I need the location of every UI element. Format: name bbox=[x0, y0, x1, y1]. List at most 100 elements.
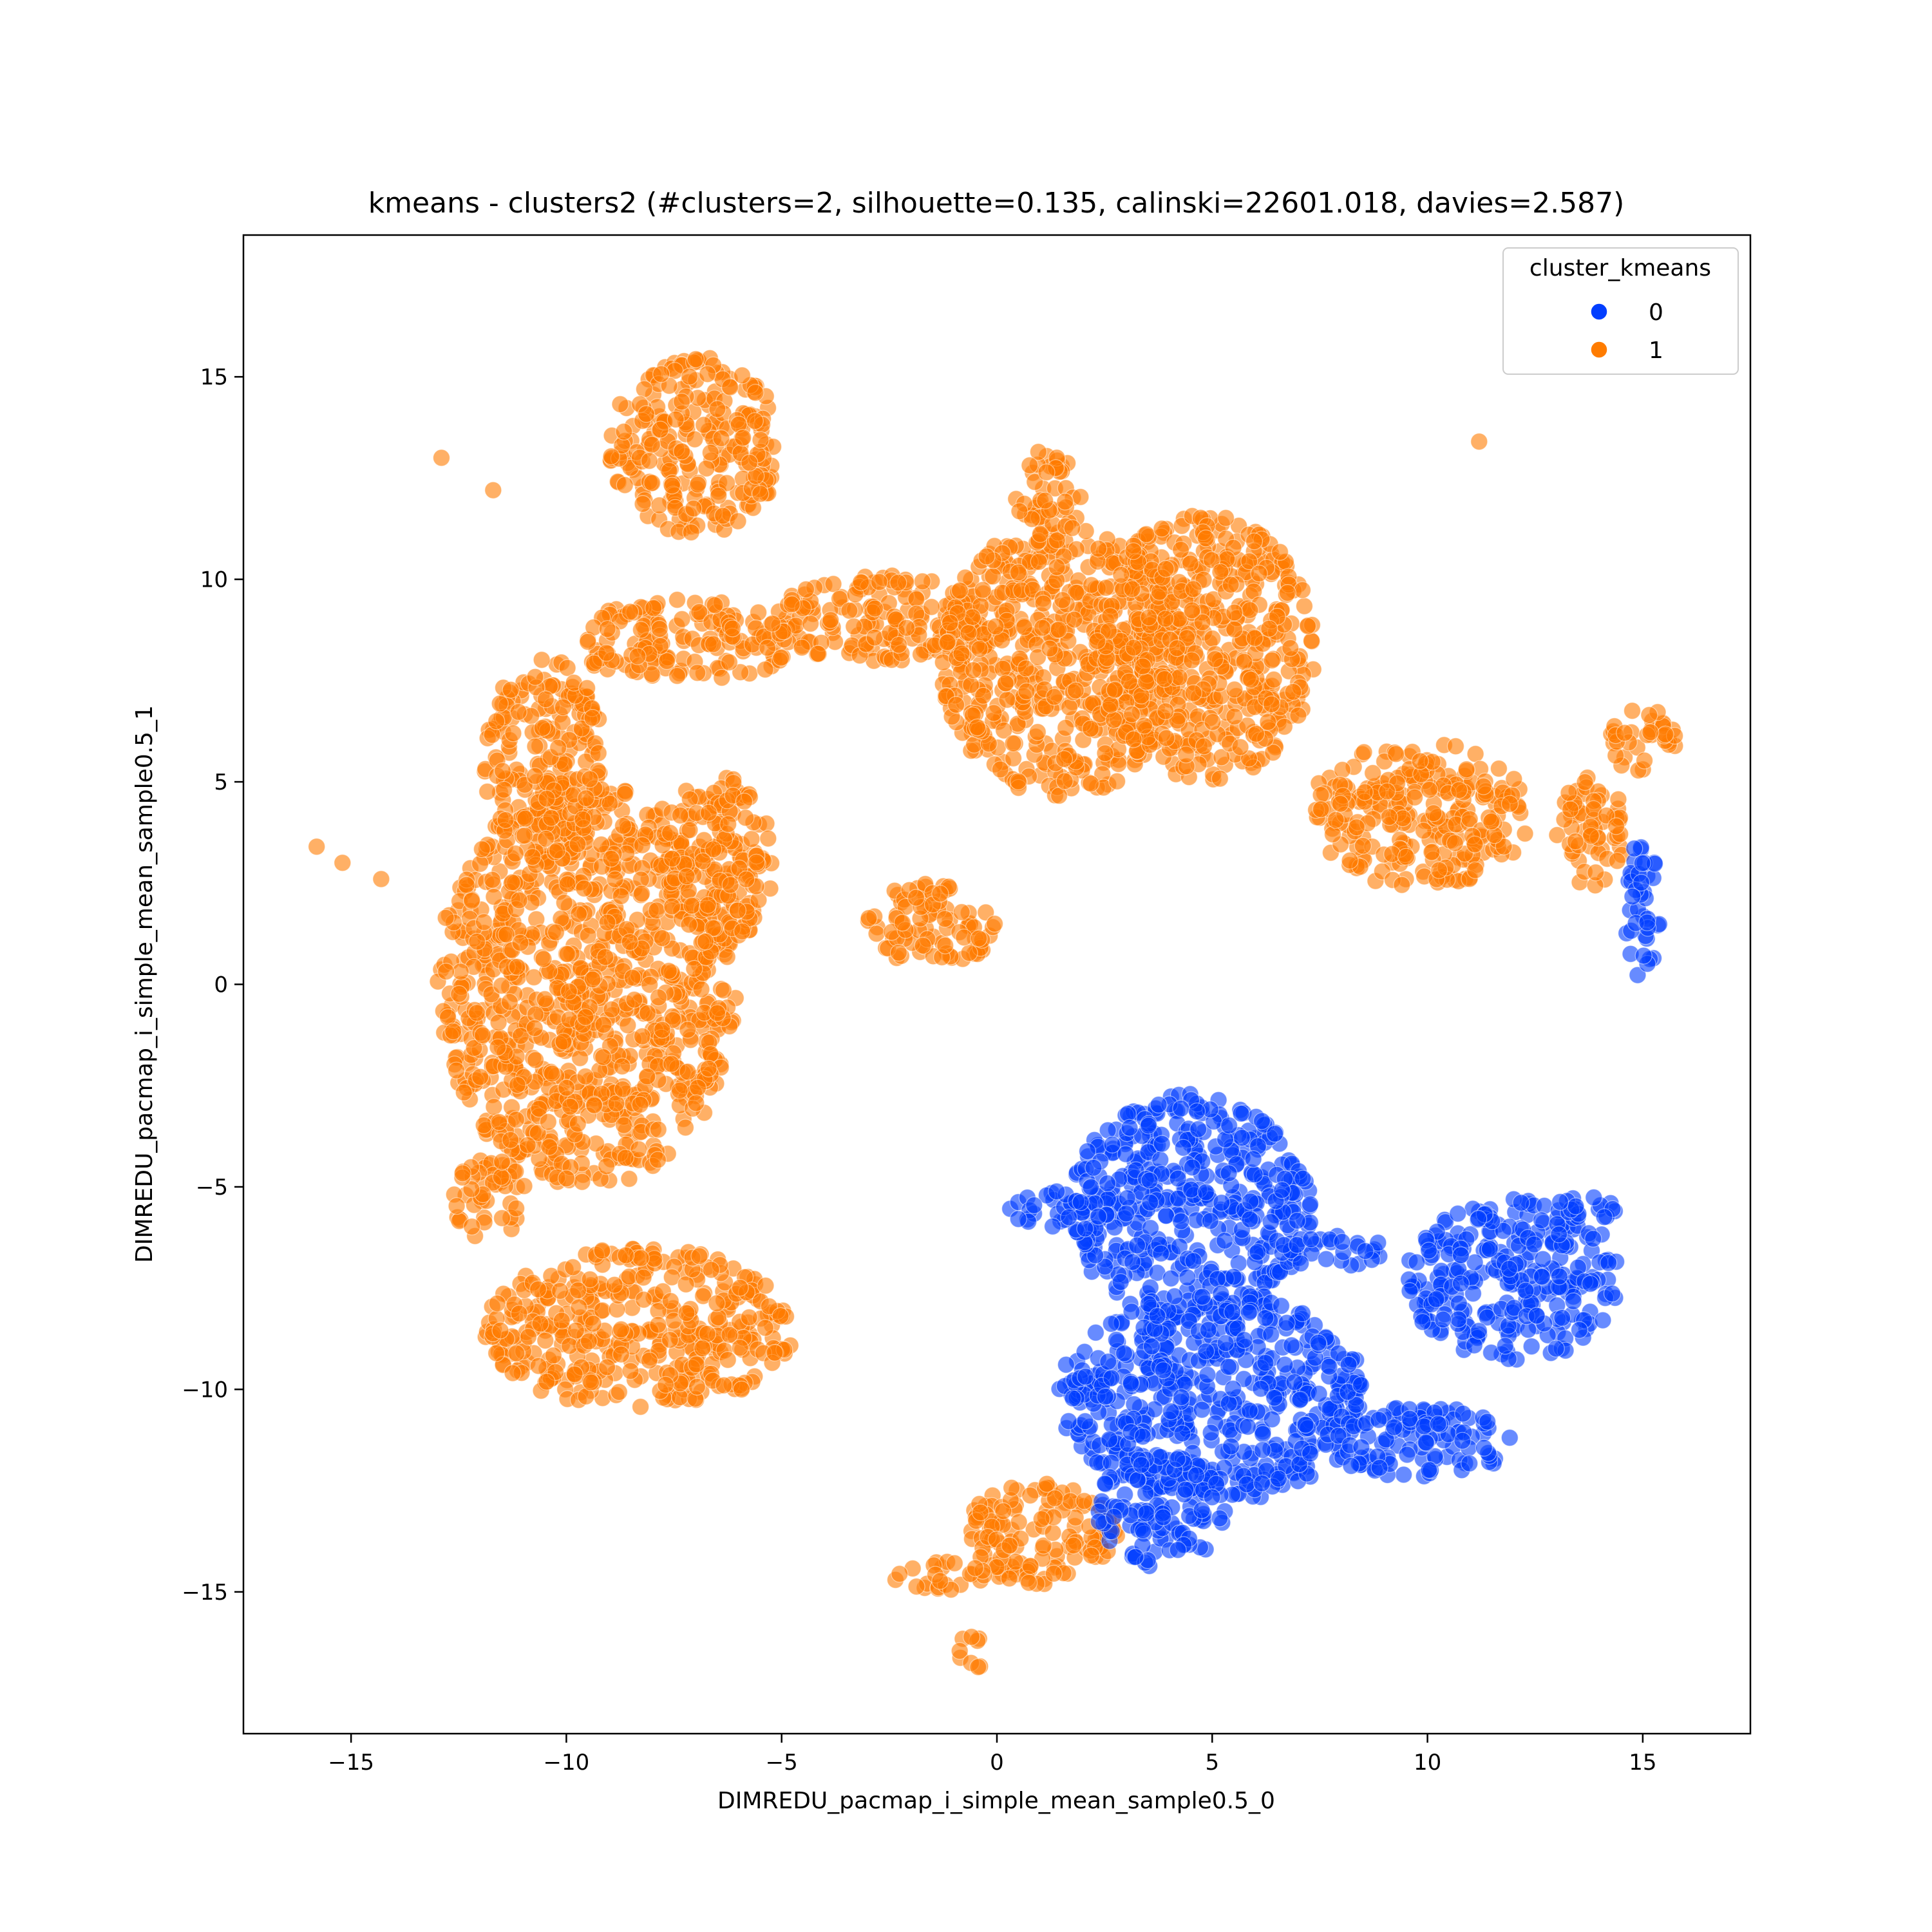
point-cluster-1 bbox=[605, 1276, 623, 1294]
point-cluster-1 bbox=[898, 619, 916, 637]
point-cluster-1 bbox=[571, 1049, 589, 1067]
point-cluster-1 bbox=[515, 1177, 533, 1195]
point-cluster-0 bbox=[1224, 1267, 1243, 1286]
point-cluster-1 bbox=[891, 1565, 909, 1583]
point-cluster-1 bbox=[576, 1008, 594, 1026]
point-cluster-1 bbox=[575, 879, 593, 898]
point-cluster-0 bbox=[1072, 1193, 1090, 1211]
point-cluster-1 bbox=[1354, 837, 1372, 855]
point-cluster-1 bbox=[632, 1249, 650, 1267]
point-cluster-0 bbox=[1220, 1164, 1238, 1182]
point-cluster-1 bbox=[663, 477, 681, 495]
point-cluster-1 bbox=[509, 703, 527, 721]
point-cluster-1 bbox=[589, 744, 607, 762]
point-cluster-1 bbox=[602, 849, 620, 868]
point-cluster-1 bbox=[453, 1164, 471, 1182]
point-cluster-1 bbox=[1312, 800, 1330, 819]
point-cluster-1 bbox=[907, 889, 925, 907]
point-cluster-1 bbox=[1275, 717, 1293, 736]
point-cluster-1 bbox=[960, 944, 978, 962]
point-cluster-1 bbox=[560, 982, 578, 1001]
point-cluster-1 bbox=[1054, 591, 1072, 609]
point-cluster-1 bbox=[1088, 632, 1106, 650]
point-cluster-0 bbox=[1278, 1314, 1296, 1332]
point-cluster-0 bbox=[1288, 1211, 1306, 1230]
point-cluster-1 bbox=[518, 1136, 537, 1154]
point-cluster-1 bbox=[473, 1026, 492, 1045]
point-cluster-1 bbox=[1475, 777, 1493, 795]
point-cluster-1 bbox=[747, 853, 766, 871]
point-cluster-1 bbox=[1003, 1479, 1021, 1497]
point-cluster-1 bbox=[620, 1170, 638, 1188]
point-cluster-1 bbox=[1482, 813, 1501, 831]
point-cluster-1 bbox=[1282, 639, 1300, 657]
point-cluster-1 bbox=[1393, 876, 1411, 894]
point-cluster-1 bbox=[1204, 713, 1222, 731]
point-cluster-0 bbox=[1235, 1331, 1253, 1349]
point-cluster-1 bbox=[969, 1658, 987, 1676]
point-cluster-1 bbox=[682, 523, 700, 542]
point-cluster-1 bbox=[448, 1197, 466, 1215]
point-cluster-0 bbox=[1025, 1196, 1043, 1215]
point-cluster-1 bbox=[634, 1269, 652, 1287]
point-cluster-1 bbox=[502, 681, 520, 699]
point-cluster-0 bbox=[1096, 1388, 1114, 1406]
point-cluster-1 bbox=[511, 934, 529, 952]
point-cluster-1 bbox=[526, 767, 544, 785]
point-cluster-1 bbox=[634, 495, 652, 513]
point-cluster-1 bbox=[510, 1305, 528, 1323]
point-cluster-1 bbox=[1001, 1537, 1019, 1555]
point-cluster-1 bbox=[729, 512, 747, 530]
point-cluster-1 bbox=[561, 1097, 580, 1116]
point-cluster-0 bbox=[1157, 1207, 1175, 1225]
point-cluster-1 bbox=[617, 1246, 635, 1264]
point-cluster-1 bbox=[649, 1151, 667, 1169]
point-cluster-1 bbox=[1263, 651, 1281, 670]
point-cluster-0 bbox=[1273, 1181, 1291, 1199]
point-cluster-1 bbox=[907, 1578, 925, 1596]
point-cluster-1 bbox=[1021, 1486, 1039, 1504]
point-cluster-0 bbox=[1084, 1159, 1103, 1177]
point-cluster-1 bbox=[922, 598, 941, 616]
point-cluster-1 bbox=[555, 894, 573, 912]
point-cluster-1 bbox=[952, 903, 971, 922]
point-cluster-1 bbox=[612, 887, 630, 905]
point-cluster-1 bbox=[598, 913, 616, 932]
point-cluster-1 bbox=[488, 712, 506, 730]
point-cluster-1 bbox=[1036, 491, 1054, 509]
point-cluster-1 bbox=[713, 668, 731, 687]
point-cluster-0 bbox=[1256, 1354, 1274, 1372]
point-cluster-0 bbox=[1238, 1417, 1257, 1435]
point-cluster-0 bbox=[1276, 1356, 1294, 1374]
point-cluster-1 bbox=[631, 1397, 650, 1416]
point-cluster-1 bbox=[852, 573, 870, 591]
point-cluster-1 bbox=[492, 1168, 510, 1186]
point-cluster-1 bbox=[677, 867, 696, 886]
point-cluster-1 bbox=[579, 632, 597, 651]
point-cluster-0 bbox=[1141, 1171, 1159, 1189]
point-cluster-1 bbox=[1430, 861, 1448, 879]
point-cluster-1 bbox=[585, 1096, 603, 1115]
point-cluster-1 bbox=[640, 451, 659, 470]
point-cluster-1 bbox=[688, 664, 706, 682]
point-cluster-1 bbox=[1171, 541, 1190, 559]
point-cluster-1 bbox=[463, 1218, 481, 1236]
point-cluster-1 bbox=[974, 687, 992, 705]
point-cluster-1 bbox=[661, 824, 679, 842]
point-cluster-1 bbox=[757, 1276, 775, 1295]
point-cluster-1 bbox=[1097, 579, 1115, 597]
point-cluster-1 bbox=[735, 792, 753, 811]
point-cluster-1 bbox=[1055, 750, 1074, 768]
point-cluster-1 bbox=[526, 737, 544, 755]
point-cluster-1 bbox=[650, 497, 668, 515]
point-cluster-1 bbox=[867, 925, 886, 943]
point-cluster-0 bbox=[1253, 1441, 1272, 1459]
point-cluster-1 bbox=[1211, 770, 1229, 788]
point-cluster-1 bbox=[632, 884, 651, 903]
point-cluster-1 bbox=[485, 1098, 503, 1116]
point-cluster-1 bbox=[548, 841, 566, 860]
point-cluster-0 bbox=[1057, 1356, 1075, 1374]
point-cluster-1 bbox=[681, 821, 699, 839]
point-cluster-1 bbox=[651, 421, 670, 439]
point-cluster-1 bbox=[824, 575, 842, 593]
